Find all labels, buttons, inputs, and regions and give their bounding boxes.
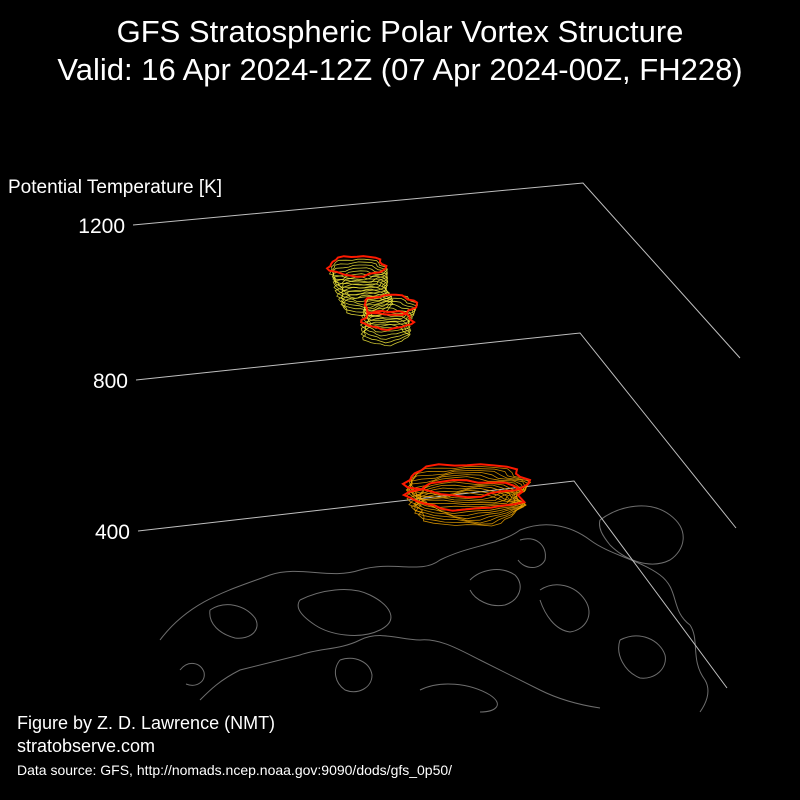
lower-vortex-isosurface — [401, 463, 532, 527]
coastline-segment — [539, 584, 590, 633]
coastline-segment — [159, 524, 709, 713]
isosurface-contour — [332, 264, 388, 286]
isosurface-contour — [414, 487, 527, 524]
isosurface-contour — [362, 323, 411, 347]
website-link[interactable]: stratobserve.com — [17, 736, 156, 756]
isosurface-contour — [360, 321, 411, 344]
coastline-segment — [199, 635, 601, 709]
isosurface-contour — [336, 283, 393, 306]
isosurface-contour — [414, 492, 523, 527]
isosurface-contour — [333, 276, 389, 299]
coastline-segment — [469, 569, 521, 607]
coastline-segment — [209, 604, 258, 639]
coastline-basemap — [159, 505, 709, 713]
vortex-edge-mid — [360, 309, 416, 332]
z-axis-label: Potential Temperature [K] — [8, 177, 222, 198]
coastline-segment — [179, 663, 205, 686]
z-tick-label-800: 800 — [93, 370, 128, 393]
coastline-segment — [334, 657, 373, 693]
coastline-segment — [419, 683, 498, 713]
data-source-note: Data source: GFS, http://nomads.ncep.noa… — [17, 762, 453, 778]
vortex-edge-mid — [401, 478, 527, 512]
author-credit: Figure by Z. D. Lawrence (NMT) — [17, 713, 276, 733]
theta-plane-800 — [135, 332, 737, 529]
coastline-segment — [297, 589, 392, 636]
theta-plane-1200 — [132, 182, 741, 359]
vortex-edge-top — [401, 463, 532, 499]
isosurface-contour — [361, 317, 412, 340]
isosurface-contour — [334, 279, 390, 302]
isosurface-contour — [408, 484, 527, 520]
upper-vortex-isosurface — [325, 255, 419, 347]
vortex-edge-top — [325, 255, 388, 278]
coastline-segment — [618, 635, 666, 679]
theta-plane-400 — [137, 480, 728, 689]
coastline-segment — [599, 505, 684, 565]
isosurface-contour — [413, 489, 524, 525]
z-tick-label-1200: 1200 — [78, 215, 125, 238]
chart-title-line-1: GFS Stratospheric Polar Vortex Structure — [116, 14, 684, 49]
isosurface-contour — [408, 471, 527, 506]
chart-title-line-2: Valid: 16 Apr 2024-12Z (07 Apr 2024-00Z,… — [57, 52, 743, 87]
vortex-edge-top — [363, 293, 419, 317]
isosurface-contour — [406, 481, 524, 517]
z-tick-label-400: 400 — [95, 521, 130, 544]
isosurface-contour — [329, 258, 388, 281]
axis-frame — [132, 182, 741, 689]
isosurface-contour — [359, 314, 411, 337]
coastline-segment — [517, 538, 546, 568]
